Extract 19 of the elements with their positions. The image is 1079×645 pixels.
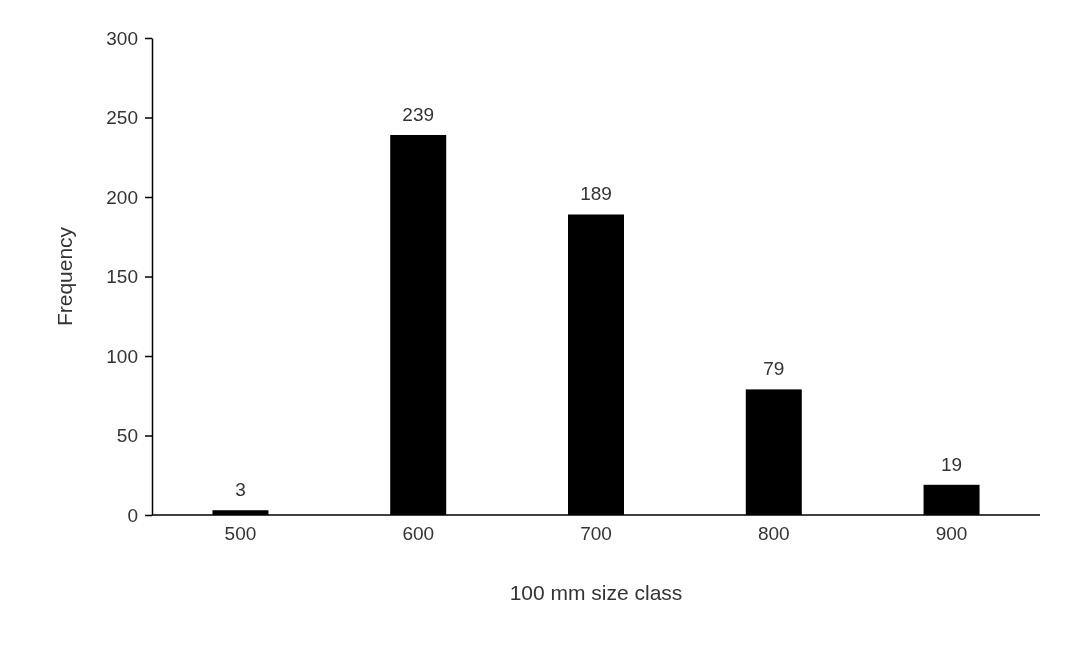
data-label: 189 xyxy=(580,183,612,205)
y-tick-label: 150 xyxy=(106,266,138,288)
y-axis-title: Frequency xyxy=(53,226,76,327)
x-tick-label: 800 xyxy=(757,523,790,544)
data-label: 3 xyxy=(235,479,246,501)
data-label: 19 xyxy=(940,453,963,475)
x-tick-label: 500 xyxy=(224,523,257,544)
data-label: 79 xyxy=(763,358,785,380)
y-tick-label: 200 xyxy=(106,186,138,208)
x-tick-label: 900 xyxy=(935,523,968,544)
data-label: 239 xyxy=(402,103,435,125)
x-tick-label: 700 xyxy=(580,523,612,544)
y-tick-label: 250 xyxy=(106,107,138,129)
y-tick-label: 300 xyxy=(106,27,138,49)
y-tick-label: 100 xyxy=(106,345,138,367)
y-tick-label: 50 xyxy=(116,425,138,447)
x-axis-title: 100 mm size class xyxy=(509,581,683,604)
y-tick-label: 0 xyxy=(127,504,138,526)
x-tick-label: 600 xyxy=(402,523,435,544)
